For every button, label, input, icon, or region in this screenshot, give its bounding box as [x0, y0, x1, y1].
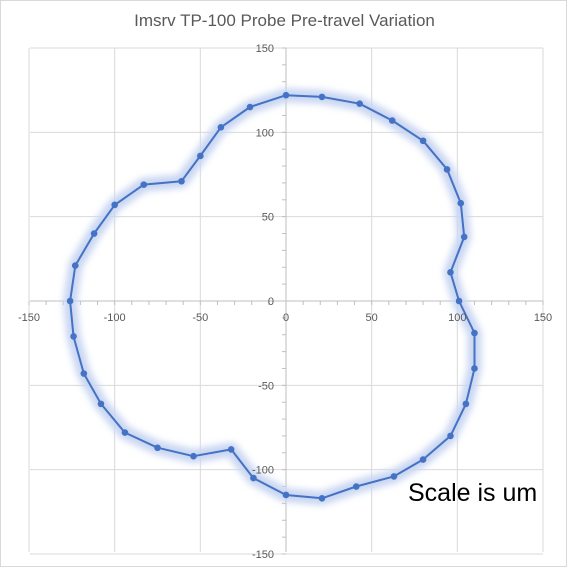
y-tick-label: -50 — [258, 380, 274, 392]
data-point — [356, 100, 363, 107]
data-point — [455, 297, 463, 305]
data-point — [462, 400, 470, 408]
data-point — [390, 473, 398, 480]
x-tick-label: 50 — [366, 312, 378, 324]
x-tick-label: -150 — [18, 312, 40, 324]
data-point — [190, 452, 197, 460]
data-point — [71, 262, 79, 269]
data-point — [419, 137, 427, 145]
y-tick-label: 100 — [256, 127, 274, 139]
data-point — [419, 456, 427, 463]
data-point — [121, 429, 129, 436]
x-tick-label: 0 — [283, 312, 289, 324]
data-point — [66, 297, 74, 305]
data-point — [460, 233, 468, 241]
series-markers — [66, 91, 478, 502]
data-point — [352, 483, 360, 490]
x-tick-label: 150 — [534, 312, 552, 324]
x-tick-label: -50 — [192, 312, 208, 324]
data-point — [90, 230, 98, 237]
data-point — [471, 365, 478, 372]
data-point — [97, 400, 105, 408]
x-tick-label: -100 — [104, 312, 126, 324]
y-tick-label: 50 — [262, 212, 274, 224]
y-tick-label: 0 — [268, 296, 274, 308]
data-point — [282, 491, 290, 499]
data-point — [70, 333, 77, 340]
data-point — [447, 432, 454, 440]
data-point — [217, 123, 225, 131]
scale-annotation: Scale is um — [408, 479, 538, 507]
data-point — [318, 93, 326, 101]
data-point — [111, 201, 118, 209]
data-point — [447, 269, 454, 276]
data-point — [471, 329, 478, 337]
chart-title: Imsrv TP-100 Probe Pre-travel Variation — [134, 11, 435, 30]
data-point — [154, 444, 161, 452]
data-point — [178, 177, 185, 185]
data-point — [140, 181, 148, 188]
tick-labels: -150 -100 -50 0 50 100 150 -150 -100 -50 0 50 100 150 — [18, 43, 552, 561]
data-point — [80, 370, 88, 377]
data-point — [318, 495, 326, 502]
data-point — [227, 446, 235, 453]
data-point — [250, 474, 257, 482]
data-point — [197, 152, 204, 160]
data-point — [282, 91, 290, 99]
data-point — [388, 117, 396, 124]
y-tick-label: -150 — [252, 549, 274, 561]
y-tick-label: 150 — [256, 43, 274, 55]
data-point — [443, 166, 451, 173]
data-point — [246, 103, 254, 111]
y-tick-label: -100 — [252, 465, 274, 477]
data-point — [457, 199, 465, 207]
x-tick-label: 100 — [448, 312, 466, 324]
